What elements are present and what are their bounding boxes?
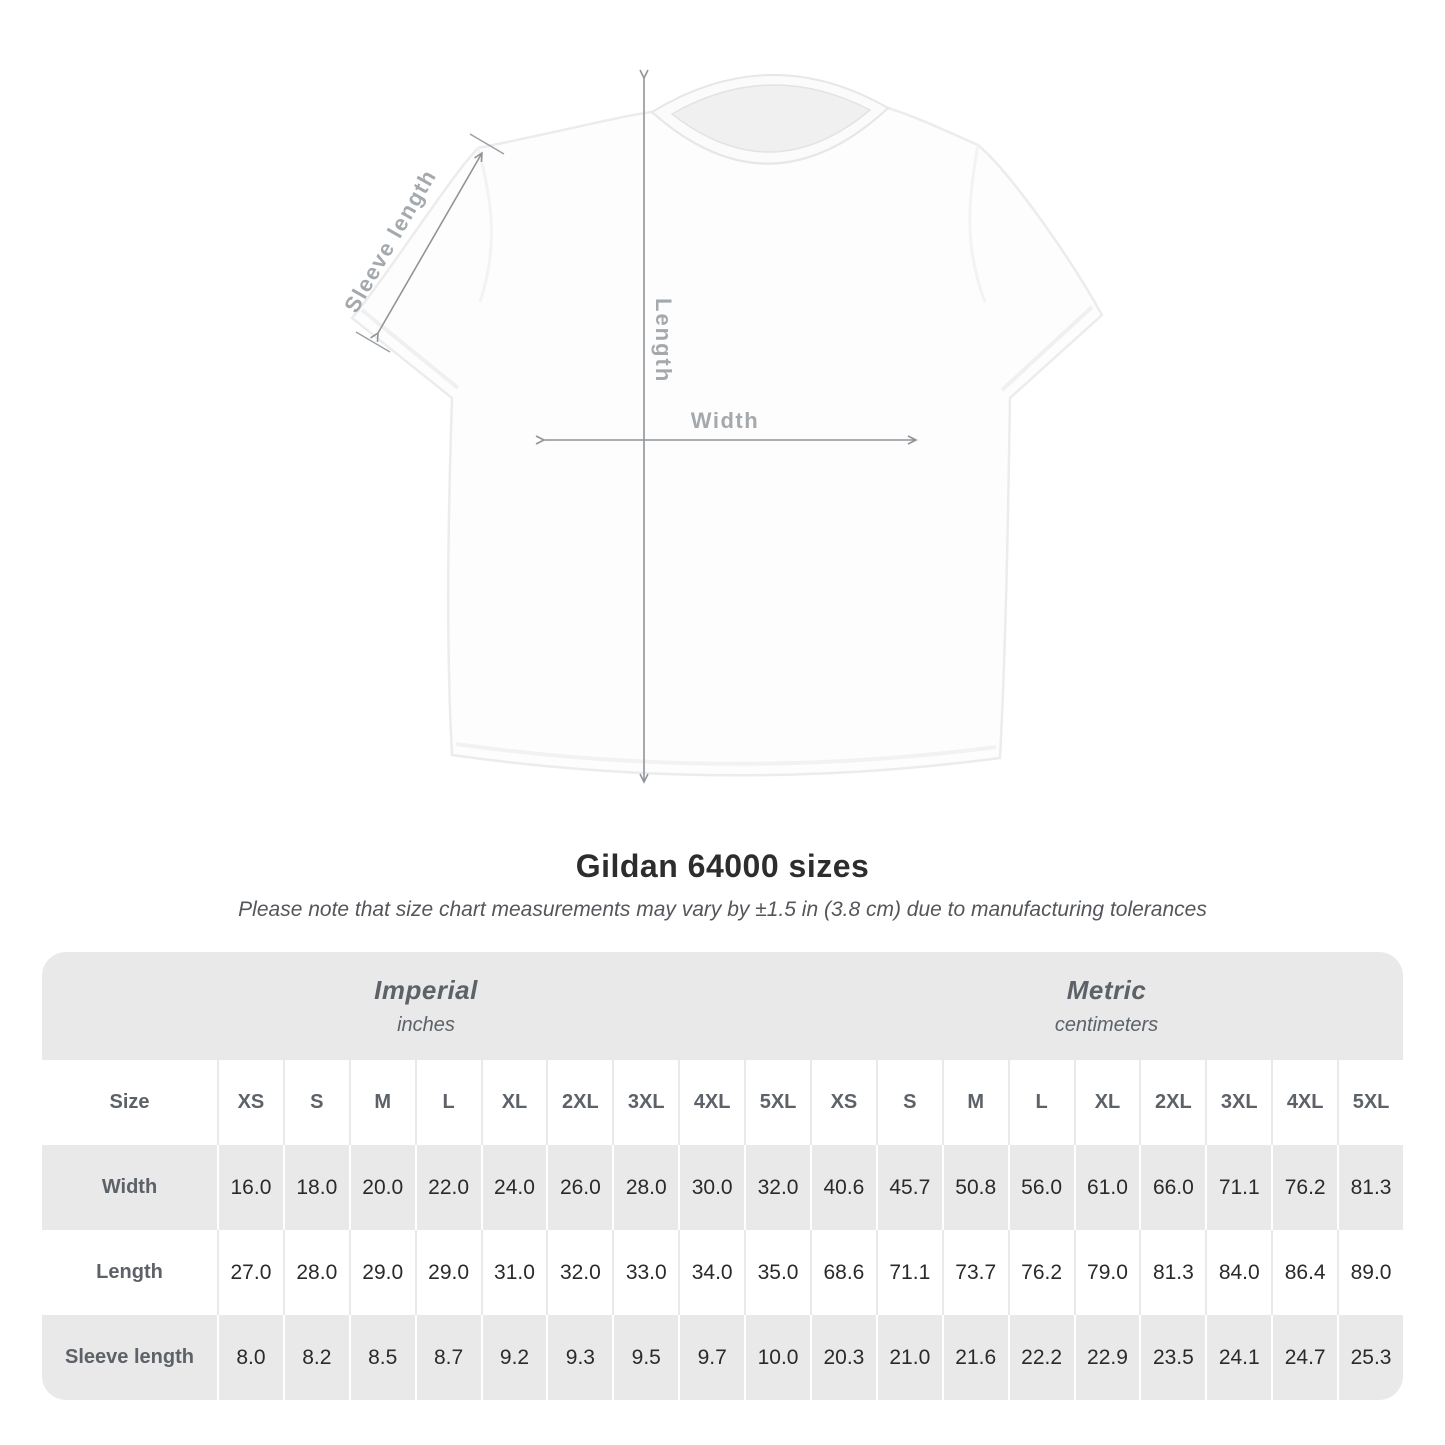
measurement-value: 21.6 [941, 1315, 1008, 1400]
measurement-value: 22.0 [414, 1145, 481, 1230]
size-header-cell: XL [1073, 1060, 1140, 1145]
size-header-cell: 5XL [744, 1060, 810, 1145]
measurement-row: Width 16.0 18.0 20.0 22.0 24.0 26.0 28.0 30.0 32.… [42, 1145, 1403, 1230]
size-header-cell: S [875, 1060, 942, 1145]
length-label: Length [651, 298, 676, 384]
measurement-value: 24.7 [1271, 1315, 1337, 1400]
measurement-value: 28.0 [612, 1145, 678, 1230]
measurement-value: 22.2 [1007, 1315, 1074, 1400]
measurement-value: 66.0 [1139, 1145, 1205, 1230]
row-label: Sleeve length [65, 1346, 194, 1368]
measurement-value: 24.1 [1205, 1315, 1271, 1400]
bottom-hem [455, 742, 997, 766]
measurement-value: 22.9 [1073, 1315, 1140, 1400]
size-header-cell: S [282, 1060, 349, 1145]
measurement-value: 35.0 [744, 1230, 810, 1315]
measurement-value: 29.0 [414, 1230, 481, 1315]
row-label: Length [96, 1261, 163, 1283]
tolerance-note: Please note that size chart measurements… [238, 898, 1207, 921]
metric-header: Metric [1066, 975, 1147, 1005]
measurement-value: 81.3 [1337, 1145, 1403, 1230]
measurement-value: 76.2 [1007, 1230, 1074, 1315]
imperial-header-group: Imperial inches [42, 952, 810, 1060]
measurement-value: 71.1 [1205, 1145, 1271, 1230]
measurement-value: 45.7 [875, 1145, 942, 1230]
row-label: Width [101, 1176, 158, 1198]
measurement-value: 73.7 [941, 1230, 1008, 1315]
measurement-value: 61.0 [1073, 1145, 1140, 1230]
measurement-value: 8.2 [282, 1315, 349, 1400]
measurement-value: 26.0 [546, 1145, 612, 1230]
measurement-value: 30.0 [678, 1145, 744, 1230]
size-header-cell: M [941, 1060, 1008, 1145]
size-column-header: Size [109, 1091, 150, 1113]
measurement-value: 9.3 [546, 1315, 612, 1400]
units-header-row: Imperial inches Metric centimeters [42, 952, 1403, 1060]
measurement-row: Length 27.0 28.0 29.0 29.0 31.0 32.0 33.0 34.0 35… [42, 1230, 1403, 1315]
size-header-cell: M [348, 1060, 415, 1145]
measurement-value: 33.0 [612, 1230, 678, 1315]
measurement-value: 50.8 [941, 1145, 1008, 1230]
measurement-value: 81.3 [1139, 1230, 1205, 1315]
page-title: Gildan 64000 sizes [575, 848, 870, 884]
measurement-value: 9.5 [612, 1315, 678, 1400]
measurement-value: 31.0 [480, 1230, 547, 1315]
measurement-value: 84.0 [1205, 1230, 1271, 1315]
measurement-value: 25.3 [1337, 1315, 1403, 1400]
size-header-cell: XS [217, 1060, 283, 1145]
size-header-cell: 3XL [612, 1060, 678, 1145]
width-label: Width [690, 408, 760, 433]
measurement-value: 9.7 [678, 1315, 744, 1400]
measurement-value: 20.3 [809, 1315, 876, 1400]
measurement-value: 71.1 [875, 1230, 942, 1315]
right-shoulder-crease [968, 144, 987, 303]
size-header-cell: XS [809, 1060, 876, 1145]
measurement-value: 68.6 [809, 1230, 876, 1315]
measurement-value: 40.6 [809, 1145, 876, 1230]
measurement-value: 32.0 [744, 1145, 810, 1230]
measurement-value: 21.0 [875, 1315, 942, 1400]
size-header-cell: 4XL [1271, 1060, 1337, 1145]
imperial-header: Imperial [374, 975, 478, 1005]
measurement-value: 23.5 [1139, 1315, 1205, 1400]
measurement-value: 28.0 [282, 1230, 349, 1315]
measurement-value: 8.0 [217, 1315, 283, 1400]
size-header-cell: L [414, 1060, 481, 1145]
collar-opening [670, 84, 872, 153]
measurement-value: 76.2 [1271, 1145, 1337, 1230]
measurement-value: 56.0 [1007, 1145, 1074, 1230]
measurement-value: 8.7 [414, 1315, 481, 1400]
metric-header-group: Metric centimeters [810, 952, 1403, 1060]
measurement-value: 18.0 [282, 1145, 349, 1230]
measurement-value: 24.0 [480, 1145, 547, 1230]
right-sleeve-hem [1000, 305, 1094, 392]
measurement-value: 16.0 [217, 1145, 283, 1230]
measurement-value: 79.0 [1073, 1230, 1140, 1315]
measurement-value: 20.0 [348, 1145, 415, 1230]
measurement-value: 29.0 [348, 1230, 415, 1315]
measurement-value: 10.0 [744, 1315, 810, 1400]
measurement-row: Sleeve length 8.0 8.2 8.5 8.7 9.2 9.3 9.5 9.7 10.… [42, 1315, 1403, 1400]
size-table-body: Size XS S M L XL 2XL 3XL 4XL 5XL XS S M L XL 2XL 3XL 4XL 5… [42, 1060, 1403, 1400]
measurement-value: 86.4 [1271, 1230, 1337, 1315]
measurement-value: 9.2 [480, 1315, 547, 1400]
size-header-row: Size XS S M L XL 2XL 3XL 4XL 5XL XS S M L XL 2XL 3XL 4XL 5… [42, 1060, 1403, 1145]
measurement-value: 32.0 [546, 1230, 612, 1315]
size-table: Imperial inches Metric centimeters Size X… [42, 952, 1403, 1400]
size-header-cell: 3XL [1205, 1060, 1271, 1145]
size-header-cell: 5XL [1337, 1060, 1403, 1145]
dimension-arrows [355, 69, 918, 784]
measurement-value: 34.0 [678, 1230, 744, 1315]
metric-unit-label: centimeters [1054, 1014, 1159, 1036]
measurement-value: 27.0 [217, 1230, 283, 1315]
measurement-value: 8.5 [348, 1315, 415, 1400]
size-header-cell: XL [480, 1060, 547, 1145]
imperial-unit-label: inches [397, 1014, 455, 1036]
size-header-cell: 4XL [678, 1060, 744, 1145]
sleeve-length-arrow [355, 133, 505, 353]
measurement-value: 89.0 [1337, 1230, 1403, 1315]
size-header-cell: 2XL [1139, 1060, 1205, 1145]
size-header-cell: L [1007, 1060, 1074, 1145]
size-header-cell: 2XL [546, 1060, 612, 1145]
